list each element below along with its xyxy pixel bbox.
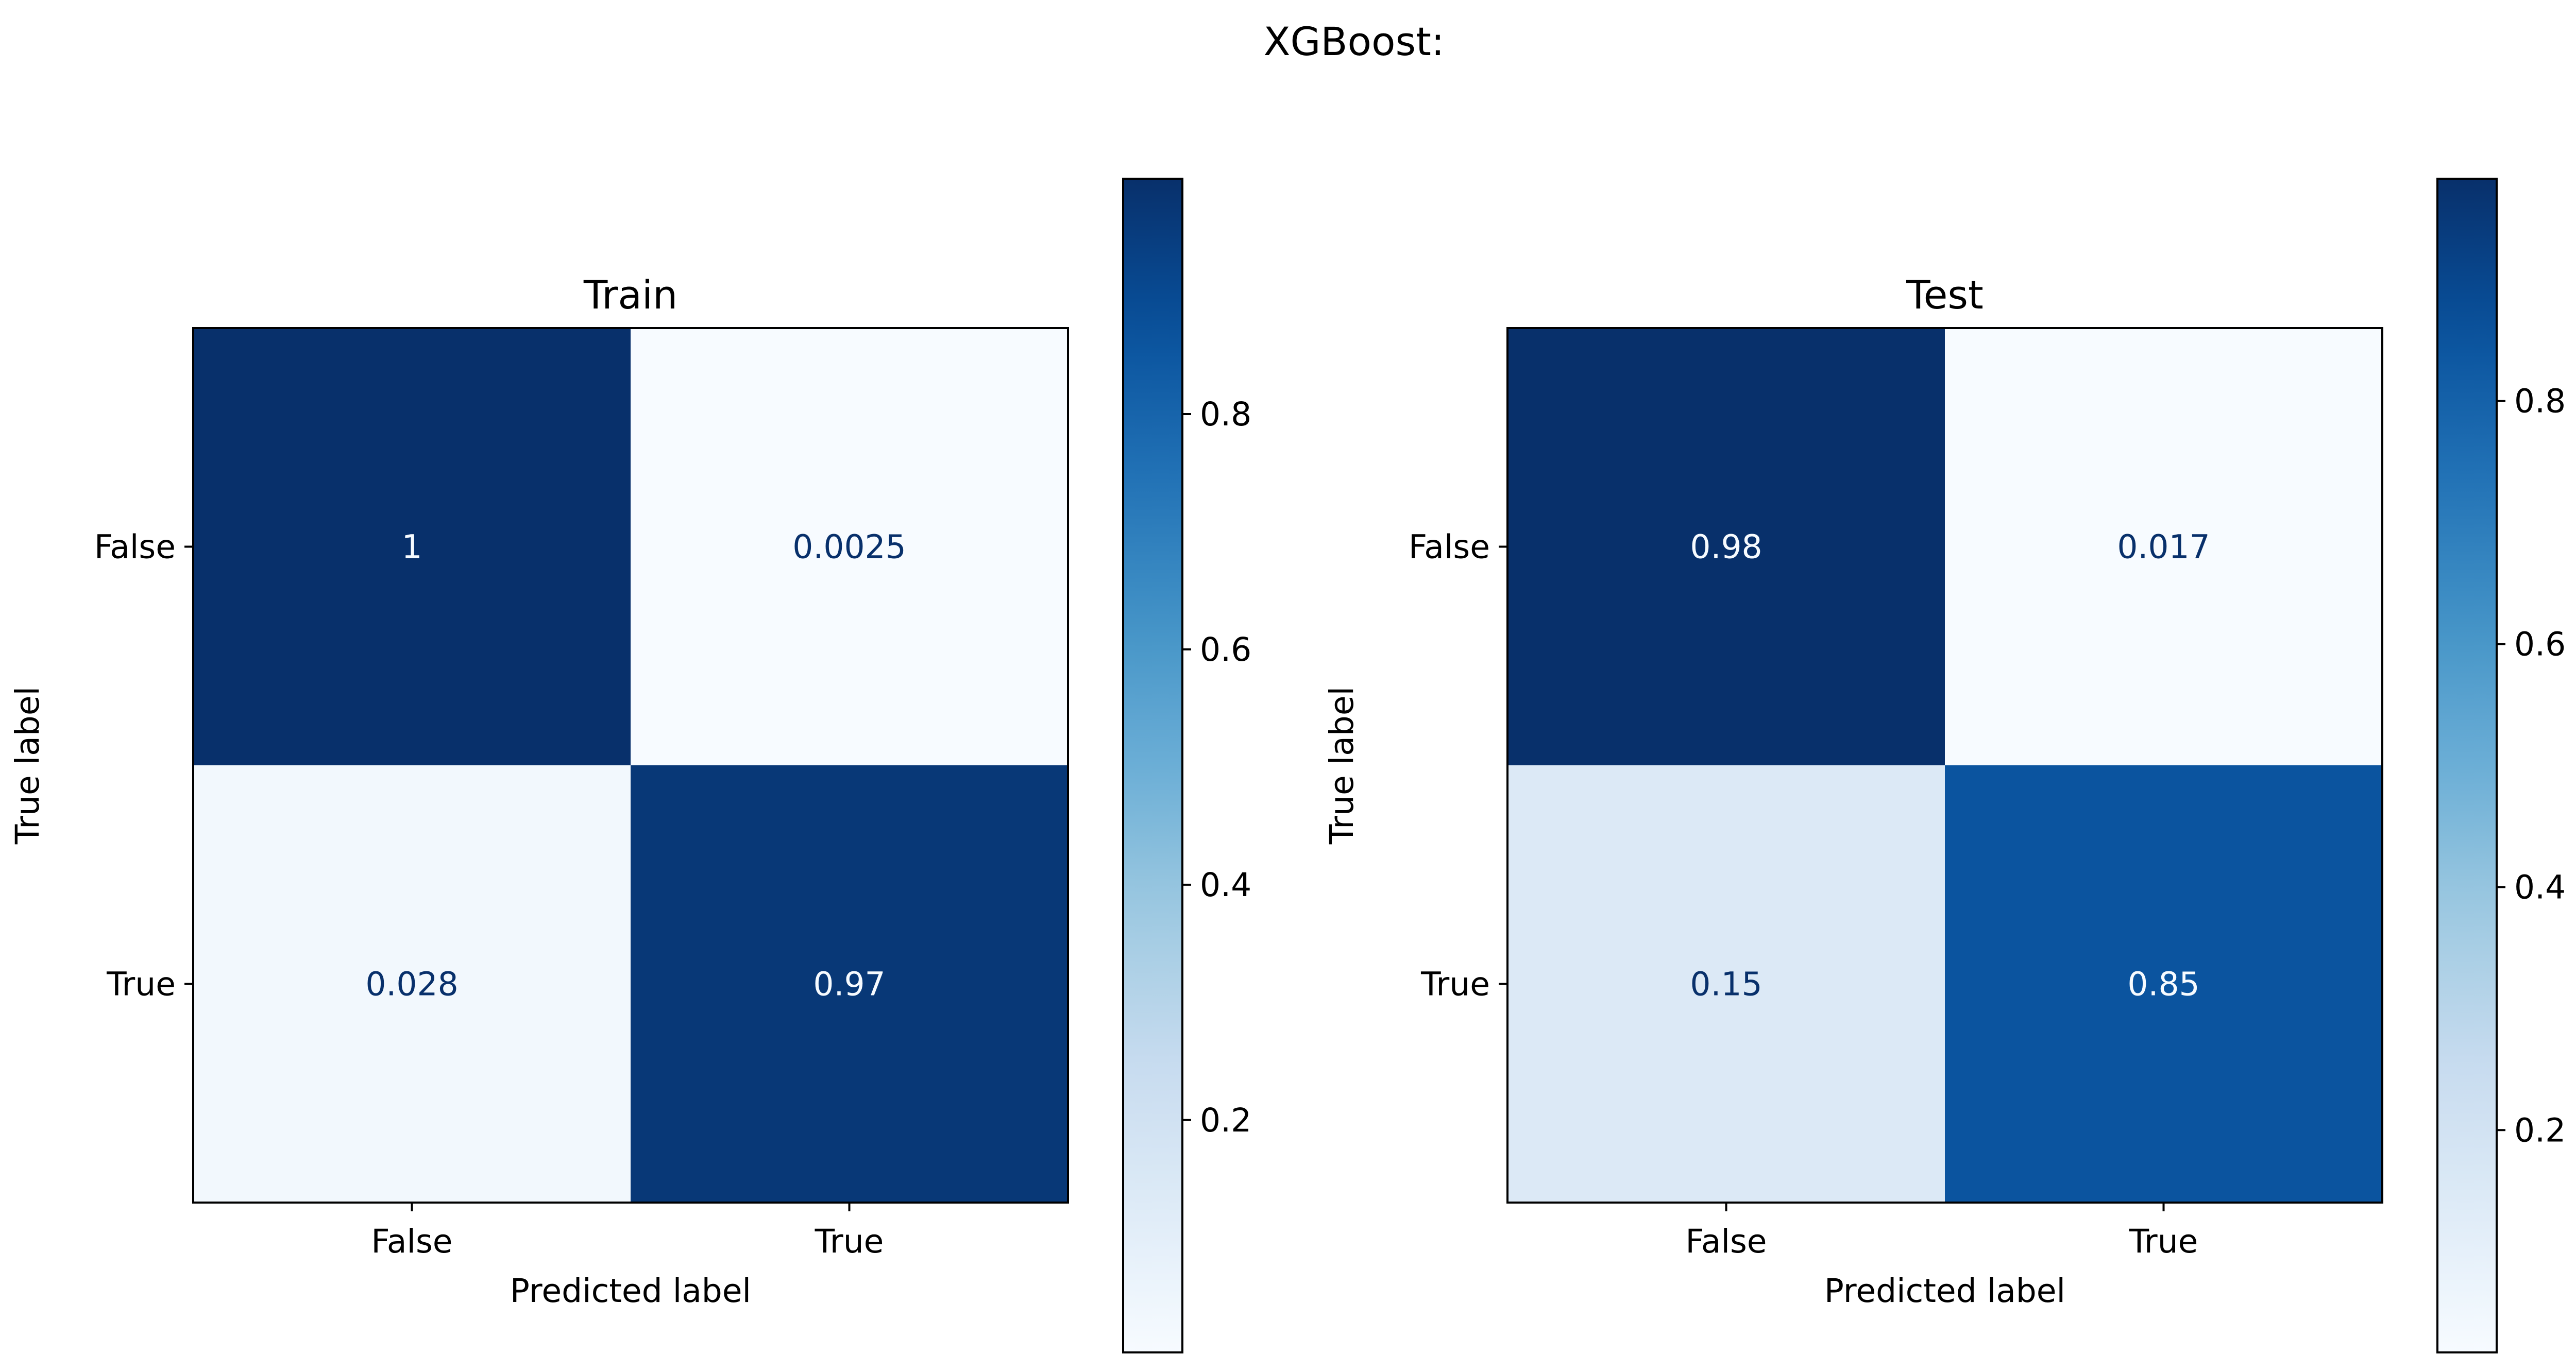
- colorbar-tick-label: 0.2: [1200, 1102, 1251, 1139]
- confusion-matrix-panel-1: Train 1 0.0025 0.028 0.97 False True False True P…: [9, 178, 1251, 1353]
- colorbar: [2436, 178, 2498, 1353]
- colorbar-tick-label: 0.6: [2514, 626, 2566, 663]
- y-tick-label: True: [1420, 966, 1490, 1003]
- colorbar: [1122, 178, 1183, 1353]
- heatmap-cell: [1507, 765, 1945, 1203]
- heatmap-cell: [1945, 765, 2383, 1203]
- heatmap-cell: [193, 328, 631, 766]
- y-tick-label: False: [94, 528, 176, 566]
- cell-value-label: 1: [401, 528, 422, 566]
- colorbar-tick-label: 0.8: [1200, 396, 1251, 433]
- x-tick-label: False: [1685, 1223, 1767, 1260]
- heatmap-cell: [193, 765, 631, 1203]
- x-tick-label: True: [2129, 1223, 2198, 1260]
- y-axis-label: True label: [9, 687, 46, 845]
- cell-value-label: 0.017: [2117, 528, 2210, 566]
- cell-value-label: 0.15: [1690, 966, 1762, 1003]
- confusion-matrix-panel-2: Test 0.98 0.017 0.15 0.85 False True False True P…: [1323, 178, 2566, 1353]
- heatmap-cell: [631, 765, 1069, 1203]
- heatmap-cell: [1945, 328, 2383, 766]
- y-axis-label: True label: [1323, 687, 1361, 845]
- x-axis-label: Predicted label: [510, 1272, 751, 1310]
- figure-suptitle: XGBoost:: [1263, 19, 1444, 64]
- y-tick-label: False: [1409, 528, 1490, 566]
- heatmap-cell: [631, 328, 1069, 766]
- y-tick-label: True: [106, 966, 176, 1003]
- cell-value-label: 0.98: [1690, 528, 1762, 566]
- x-tick-label: False: [371, 1223, 452, 1260]
- colorbar-tick-label: 0.4: [1200, 866, 1251, 904]
- panel-title: Test: [1906, 272, 1984, 318]
- heatmap-cell: [1507, 328, 1945, 766]
- colorbar-tick-label: 0.6: [1200, 631, 1251, 668]
- panel-title: Train: [583, 272, 677, 318]
- axes-frame: [1506, 327, 2383, 1204]
- axes-frame: [192, 327, 1069, 1204]
- colorbar-tick-label: 0.4: [2514, 868, 2566, 906]
- cell-value-label: 0.028: [365, 966, 458, 1003]
- x-axis-label: Predicted label: [1824, 1272, 2065, 1310]
- x-tick-label: True: [815, 1223, 884, 1260]
- cell-value-label: 0.97: [813, 966, 885, 1003]
- colorbar-tick-label: 0.8: [2514, 383, 2566, 420]
- cell-value-label: 0.85: [2127, 966, 2199, 1003]
- colorbar-tick-label: 0.2: [2514, 1111, 2566, 1149]
- cell-value-label: 0.0025: [792, 528, 906, 566]
